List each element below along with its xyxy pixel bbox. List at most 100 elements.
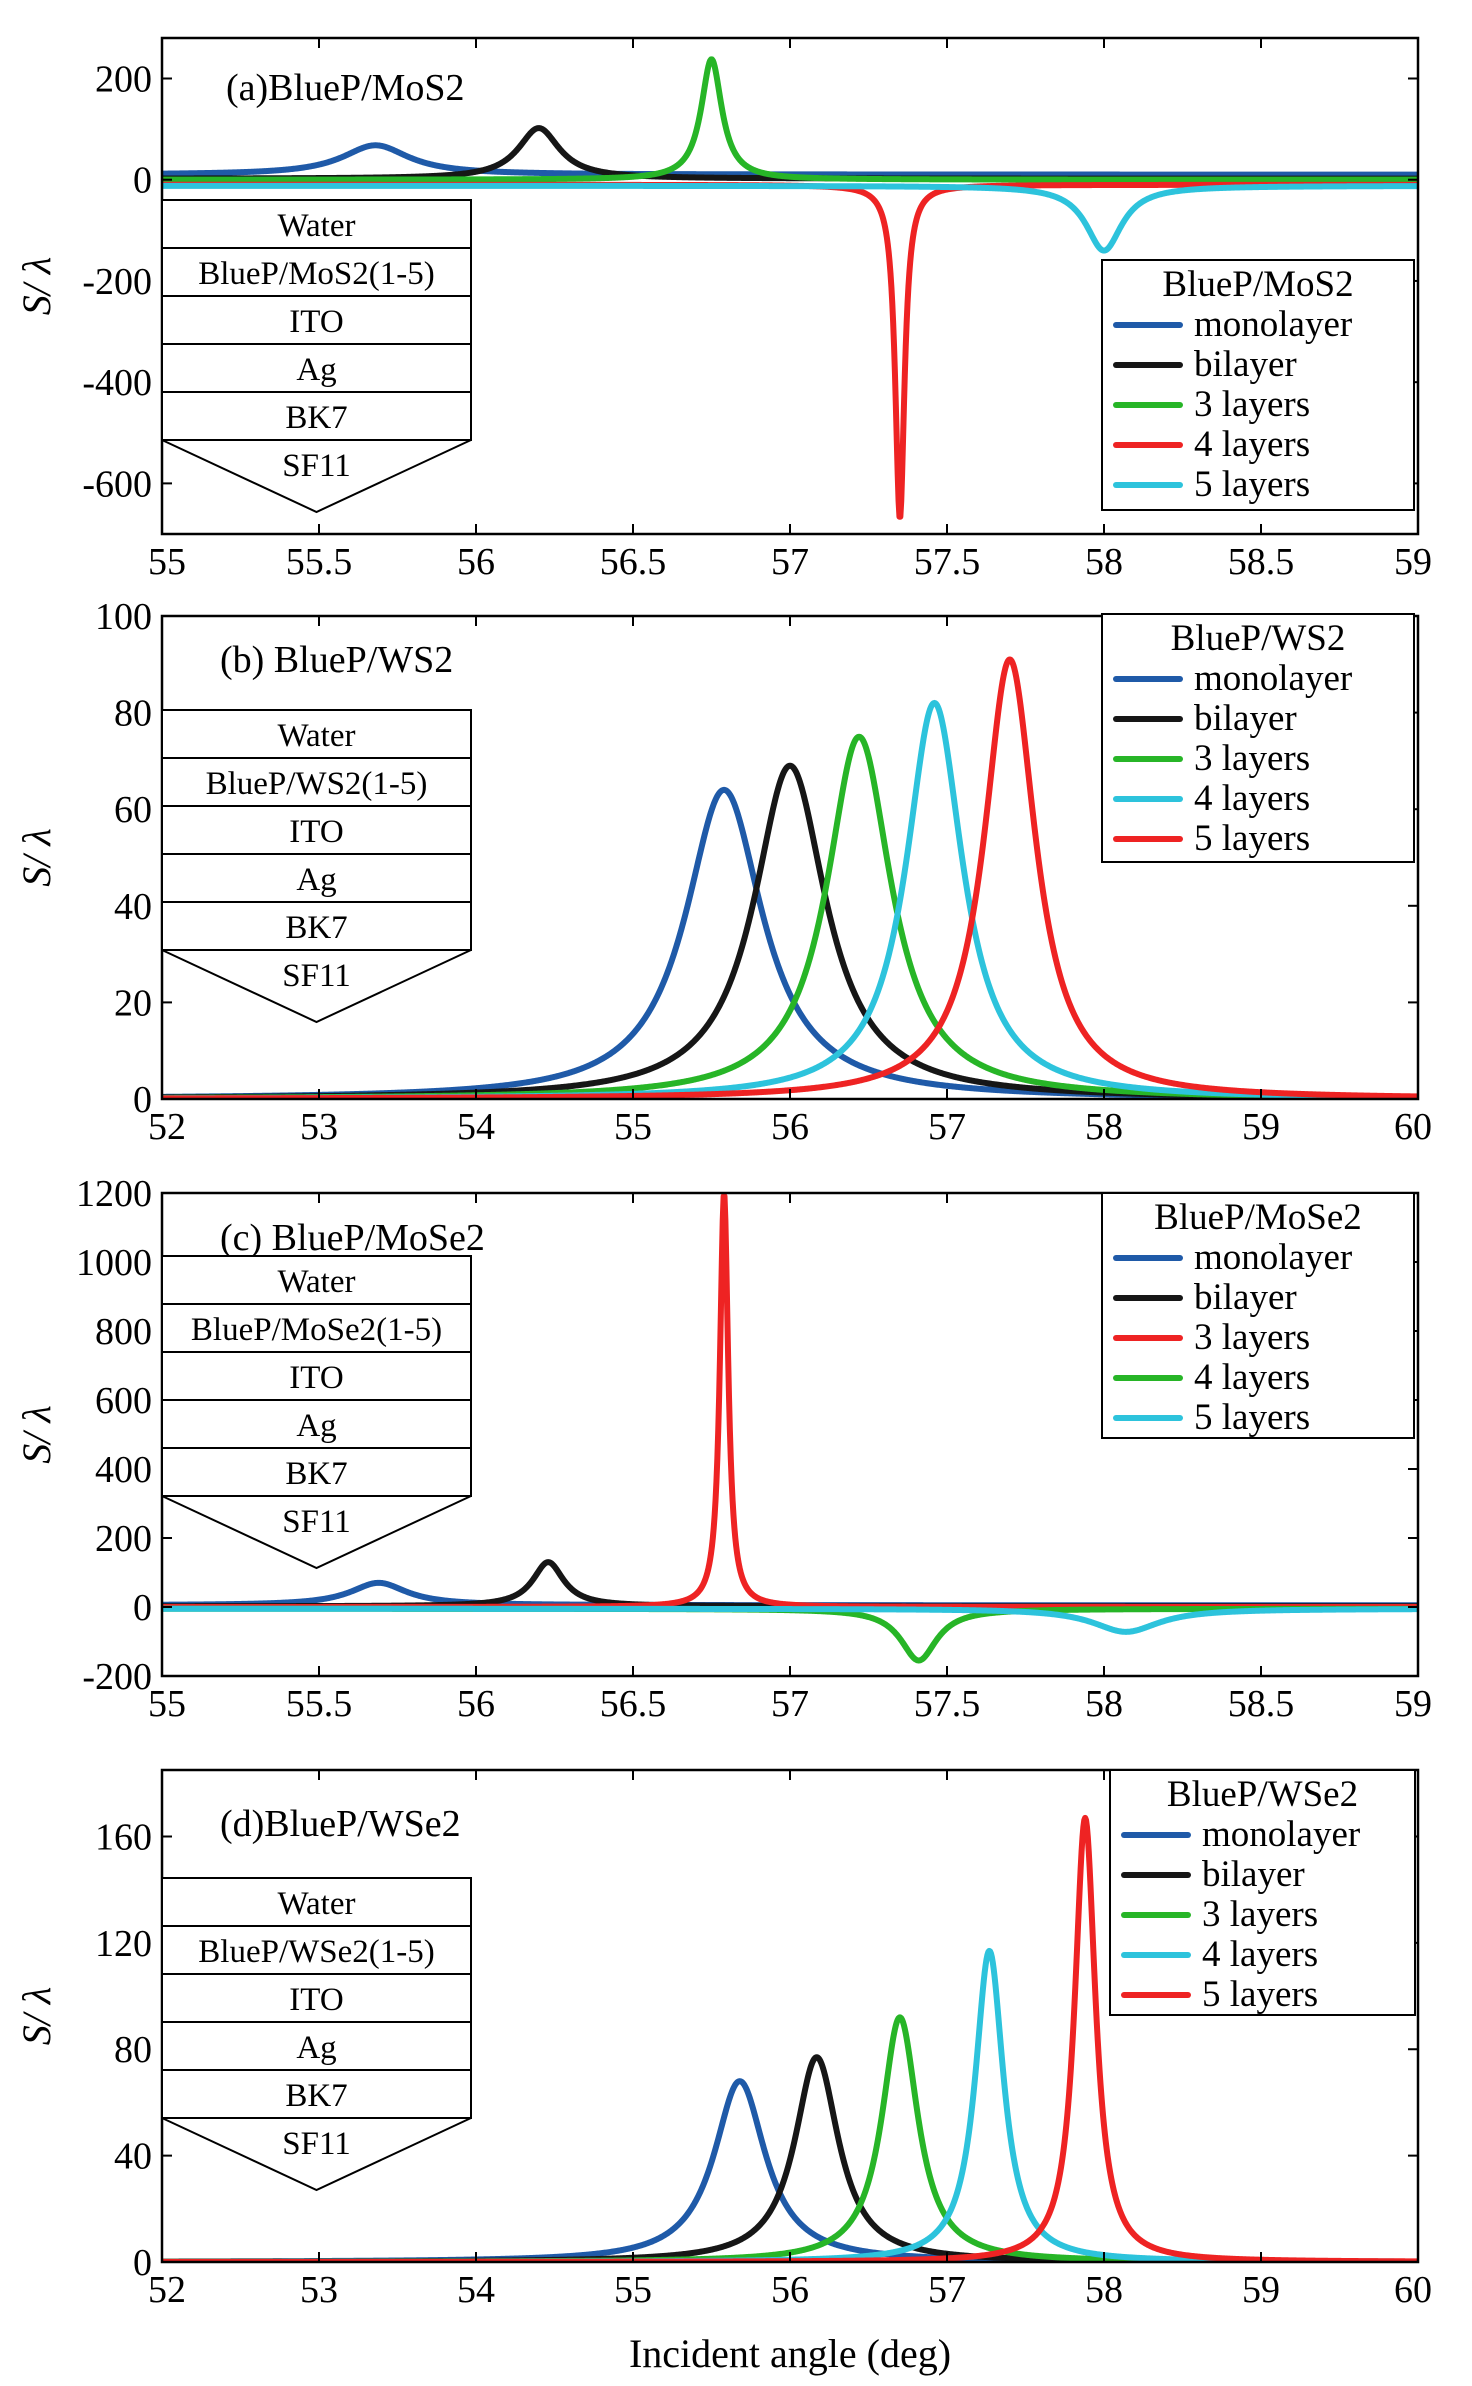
legend-box	[1101, 1192, 1415, 1439]
stack-layer-label: Ag	[296, 1408, 336, 1444]
y-tick-label: 200	[95, 1518, 152, 1560]
x-tick-label: 58	[1085, 1683, 1123, 1725]
x-tick-label: 53	[300, 1106, 338, 1148]
y-tick-label: 80	[114, 2029, 152, 2071]
legend-entry: 5 layers	[1194, 1397, 1310, 1438]
stack-layer	[161, 1925, 472, 1975]
x-tick-label: 56	[771, 1106, 809, 1148]
legend-entry: 5 layers	[1194, 818, 1310, 859]
x-tick-label: 55	[614, 2269, 652, 2311]
x-tick-label: 57.5	[914, 541, 981, 583]
legend-entry: monolayer	[1194, 304, 1352, 345]
stack-layer	[161, 853, 472, 903]
stack-layer	[161, 757, 472, 807]
y-tick-label: 160	[95, 1816, 152, 1858]
panel-b: 52 53 54 55 56 57 58 59 60 0 20 40 60 80 100 S/ λ (b) Bl…	[14, 596, 1432, 1148]
stack-layer	[161, 901, 472, 951]
stack-layer	[161, 805, 472, 855]
stack-layer	[161, 295, 472, 345]
y-tick-label: 40	[114, 886, 152, 928]
stack-layer	[161, 391, 472, 441]
y-tick-label: 0	[133, 1079, 152, 1121]
stack-prism-label: SF11	[282, 958, 350, 994]
stack-layer-label: BlueP/WSe2(1-5)	[198, 1934, 434, 1970]
y-tick-label: 200	[95, 58, 152, 100]
y-tick-label: 20	[114, 982, 152, 1024]
stack-prism	[161, 1495, 472, 1570]
legend-title: BlueP/WSe2	[1167, 1774, 1358, 1815]
legend-entry: bilayer	[1194, 1277, 1297, 1318]
stack-prism	[161, 2117, 472, 2192]
x-tick-label: 58	[1085, 2269, 1123, 2311]
stack-prism-label: SF11	[282, 1504, 350, 1540]
layer-stack-inset: Water BlueP/WS2(1-5) ITO Ag BK7 SF11	[161, 709, 472, 1024]
series-line-4	[162, 1605, 1418, 1664]
stack-layer	[161, 2021, 472, 2071]
x-tick-label: 52	[148, 2269, 186, 2311]
legend-entry: 3 layers	[1194, 738, 1310, 779]
x-tick-label: 57	[771, 541, 809, 583]
legend-title: BlueP/WS2	[1171, 618, 1346, 659]
y-tick-label: -600	[82, 463, 152, 505]
stack-layer	[161, 199, 472, 249]
stack-layer	[161, 1877, 472, 1927]
stack-layer-label: BlueP/WS2(1-5)	[206, 766, 428, 802]
x-tick-label: 58	[1085, 541, 1123, 583]
stack-layer-label: Water	[278, 718, 356, 754]
legend-entry: 5 layers	[1202, 1974, 1318, 2015]
y-tick-label: 0	[133, 2242, 152, 2284]
x-tick-label: 55	[148, 541, 186, 583]
stack-layer	[161, 1973, 472, 2023]
stack-layer-label: Water	[278, 1886, 356, 1922]
x-tick-label: 55.5	[286, 1683, 353, 1725]
legend-entry: bilayer	[1194, 344, 1297, 385]
x-tick-label: 58	[1085, 1106, 1123, 1148]
panel-d: 52 53 54 55 56 57 58 59 60 0 40 80 120 160 S/ λ (d)Blue…	[14, 1768, 1432, 2311]
series-line-2	[162, 1559, 1418, 1610]
layer-stack-inset: Water BlueP/MoS2(1-5) ITO Ag BK7 SF11	[161, 199, 472, 514]
stack-prism	[161, 949, 472, 1024]
curves-group	[162, 56, 1418, 520]
y-axis-title: S/ λ	[14, 1987, 59, 2045]
stack-layer-label: ITO	[289, 1360, 343, 1396]
series-line-5	[162, 1605, 1418, 1635]
x-tick-label: 58.5	[1228, 1683, 1295, 1725]
stack-layer	[161, 1447, 472, 1497]
y-tick-label: 60	[114, 789, 152, 831]
y-tick-label: 80	[114, 693, 152, 735]
curves-group	[162, 1193, 1418, 1664]
legend-title: BlueP/MoSe2	[1154, 1197, 1362, 1238]
y-tick-label: 0	[133, 160, 152, 202]
x-tick-label: 57	[771, 1683, 809, 1725]
stack-layer-label: BK7	[285, 400, 347, 436]
stack-layer	[161, 2069, 472, 2119]
legend-entry: 3 layers	[1194, 384, 1310, 425]
x-tick-label: 58.5	[1228, 541, 1295, 583]
legend-entry: bilayer	[1202, 1854, 1305, 1895]
x-tick-label: 55.5	[286, 541, 353, 583]
x-tick-label: 59	[1242, 1106, 1280, 1148]
y-tick-label: 40	[114, 2136, 152, 2178]
legend-entry: 5 layers	[1194, 464, 1310, 505]
x-tick-label: 53	[300, 2269, 338, 2311]
stack-layer-label: Ag	[296, 862, 336, 898]
legend-box	[1109, 1769, 1416, 2016]
stack-layer-label: BK7	[285, 910, 347, 946]
panel-title: (c) BlueP/MoSe2	[220, 1217, 485, 1259]
panel-title: (a)BlueP/MoS2	[226, 67, 465, 109]
legend-entry: 4 layers	[1194, 1357, 1310, 1398]
legend-entry: bilayer	[1194, 698, 1297, 739]
stack-layer	[161, 709, 472, 759]
x-axis-title: Incident angle (deg)	[629, 2331, 951, 2376]
legend-entry: 4 layers	[1194, 424, 1310, 465]
x-tick-label: 54	[457, 2269, 495, 2311]
stack-layer-label: Ag	[296, 2030, 336, 2066]
legend-entry: 4 layers	[1194, 778, 1310, 819]
series-line-1	[162, 142, 1418, 178]
stack-prism	[161, 439, 472, 514]
stack-layer	[161, 343, 472, 393]
legend-entry: 3 layers	[1202, 1894, 1318, 1935]
x-tick-label: 56	[771, 2269, 809, 2311]
x-tick-label: 56	[457, 1683, 495, 1725]
